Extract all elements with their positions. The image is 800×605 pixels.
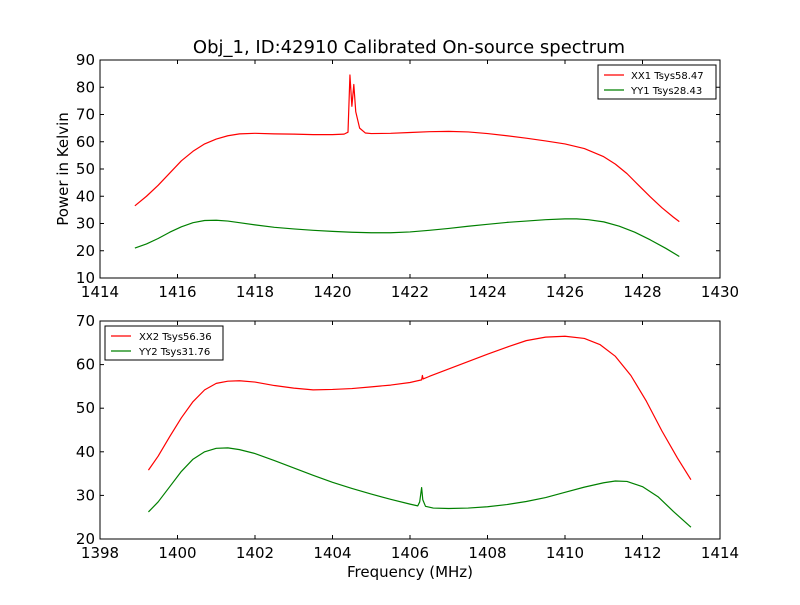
x-tick-label: 1418 (236, 283, 274, 301)
y-tick-label: 50 (76, 160, 95, 178)
y-tick-label: 40 (76, 187, 95, 205)
x-tick-label: 1412 (623, 544, 661, 562)
legend-box (597, 64, 717, 100)
x-tick-label: 1430 (701, 283, 739, 301)
series-line-xx1 (134, 74, 680, 223)
legend: XX1 Tsys58.47 YY1 Tsys28.43 (597, 64, 717, 100)
y-tick-label: 40 (76, 443, 95, 461)
x-tick-label: 1422 (391, 283, 429, 301)
x-tick-label: 1414 (81, 283, 119, 301)
y-tick-label: 50 (76, 399, 95, 417)
chart-title: Obj_1, ID:42910 Calibrated On-source spe… (193, 37, 625, 58)
legend: XX2 Tsys56.36 YY2 Tsys31.76 (104, 325, 224, 361)
legend-label: XX1 Tsys58.47 (631, 71, 704, 82)
x-axis-label: Frequency (MHz) (347, 563, 473, 581)
y-tick-label: 20 (76, 242, 95, 260)
x-tick-label: 1402 (236, 544, 274, 562)
series-line-yy1 (134, 218, 680, 257)
y-tick-label: 70 (76, 312, 95, 330)
x-tick-label: 1420 (313, 283, 351, 301)
legend-label: YY2 Tsys31.76 (138, 347, 210, 358)
y-tick-label: 10 (76, 269, 95, 287)
x-tick-label: 1416 (158, 283, 196, 301)
y-tick-label: 80 (76, 78, 95, 96)
x-tick-label: 1424 (468, 283, 506, 301)
y-tick-label: 90 (76, 51, 95, 69)
y-tick-label: 30 (76, 486, 95, 504)
y-axis-label: Power in Kelvin (54, 112, 72, 226)
y-tick-label: 60 (76, 133, 95, 151)
legend-label: XX2 Tsys56.36 (139, 332, 212, 343)
top-subplot: 1414 1416 1418 1420 1422 1424 1426 1428 1430 10 20… (54, 51, 739, 301)
x-tick-label: 1404 (313, 544, 351, 562)
series-line-yy2 (148, 447, 692, 528)
x-tick-label: 1428 (623, 283, 661, 301)
x-tick-label: 1406 (391, 544, 429, 562)
legend-label: YY1 Tsys28.43 (630, 86, 702, 97)
bottom-subplot: 1398 1400 1402 1404 1406 1408 1410 1412 1414 20 30… (76, 312, 739, 581)
x-tick-label: 1410 (546, 544, 584, 562)
x-tick-label: 1400 (158, 544, 196, 562)
x-tick-label: 1426 (546, 283, 584, 301)
x-tick-label: 1408 (468, 544, 506, 562)
x-tick-label: 1398 (81, 544, 119, 562)
y-tick-label: 30 (76, 215, 95, 233)
y-tick-label: 20 (76, 530, 95, 548)
x-tick-label: 1414 (701, 544, 739, 562)
legend-box (104, 325, 224, 361)
y-tick-label: 70 (76, 106, 95, 124)
series-line-xx2 (147, 335, 692, 481)
y-tick-label: 60 (76, 356, 95, 374)
